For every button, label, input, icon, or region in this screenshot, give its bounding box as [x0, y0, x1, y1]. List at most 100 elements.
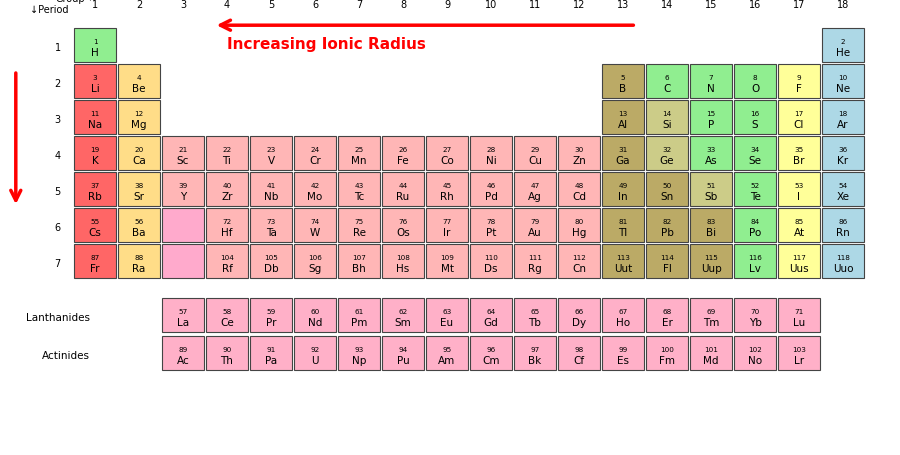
- Bar: [206, 336, 248, 370]
- Text: Ge: Ge: [660, 156, 674, 166]
- Text: 107: 107: [352, 254, 366, 260]
- Bar: [514, 244, 556, 278]
- Text: 57: 57: [178, 308, 187, 314]
- Bar: [778, 298, 820, 332]
- Text: 16: 16: [749, 0, 761, 10]
- Bar: [470, 336, 512, 370]
- Text: 18: 18: [839, 110, 848, 116]
- Text: Si: Si: [662, 120, 671, 130]
- Text: 10: 10: [485, 0, 497, 10]
- Text: 69: 69: [706, 308, 716, 314]
- Bar: [690, 172, 732, 207]
- Text: Nd: Nd: [308, 317, 322, 327]
- Text: 43: 43: [355, 182, 364, 188]
- Text: Xe: Xe: [836, 192, 850, 202]
- Bar: [822, 208, 864, 243]
- Text: Se: Se: [749, 156, 761, 166]
- Text: Yb: Yb: [749, 317, 761, 327]
- Text: Fl: Fl: [662, 263, 671, 273]
- Text: 73: 73: [266, 218, 275, 224]
- Text: Bi: Bi: [706, 228, 716, 237]
- Text: 60: 60: [310, 308, 320, 314]
- Text: 3: 3: [55, 115, 60, 125]
- Text: Mn: Mn: [351, 156, 367, 166]
- Text: 86: 86: [839, 218, 848, 224]
- Text: Rf: Rf: [221, 263, 232, 273]
- Text: Tm: Tm: [703, 317, 719, 327]
- Text: 20: 20: [134, 146, 144, 152]
- Text: 40: 40: [222, 182, 231, 188]
- Text: 34: 34: [751, 146, 760, 152]
- Bar: [118, 244, 160, 278]
- Bar: [734, 172, 776, 207]
- Bar: [470, 172, 512, 207]
- Text: Ca: Ca: [132, 156, 146, 166]
- Text: 3: 3: [180, 0, 186, 10]
- Bar: [426, 208, 468, 243]
- Text: Hs: Hs: [396, 263, 410, 273]
- Text: 109: 109: [440, 254, 454, 260]
- Text: 116: 116: [748, 254, 762, 260]
- Text: Fm: Fm: [659, 355, 675, 365]
- Text: Increasing Ionic Radius: Increasing Ionic Radius: [227, 36, 426, 51]
- Text: 39: 39: [178, 182, 187, 188]
- Bar: [646, 336, 688, 370]
- Text: 93: 93: [355, 346, 364, 352]
- Bar: [74, 244, 116, 278]
- Text: Ba: Ba: [132, 228, 146, 237]
- Text: 2: 2: [55, 79, 60, 89]
- Text: 58: 58: [222, 308, 231, 314]
- Bar: [294, 298, 336, 332]
- Text: 41: 41: [266, 182, 275, 188]
- Text: Group→: Group→: [55, 0, 93, 4]
- Text: 11: 11: [529, 0, 541, 10]
- Text: 46: 46: [486, 182, 496, 188]
- Text: 17: 17: [793, 0, 806, 10]
- Text: 115: 115: [704, 254, 718, 260]
- Bar: [734, 101, 776, 135]
- Bar: [74, 172, 116, 207]
- Text: 100: 100: [660, 346, 674, 352]
- Text: Rb: Rb: [88, 192, 102, 202]
- Bar: [602, 136, 644, 171]
- Bar: [690, 101, 732, 135]
- Text: Cl: Cl: [794, 120, 805, 130]
- Bar: [778, 208, 820, 243]
- Text: Ti: Ti: [222, 156, 231, 166]
- Bar: [690, 136, 732, 171]
- Text: 5: 5: [621, 75, 626, 81]
- Bar: [514, 298, 556, 332]
- Text: Te: Te: [750, 192, 760, 202]
- Bar: [558, 244, 600, 278]
- Bar: [734, 336, 776, 370]
- Bar: [74, 101, 116, 135]
- Text: 65: 65: [530, 308, 540, 314]
- Text: 3: 3: [93, 75, 97, 81]
- Bar: [822, 29, 864, 63]
- Text: 64: 64: [486, 308, 496, 314]
- Bar: [602, 298, 644, 332]
- Text: At: At: [794, 228, 805, 237]
- Text: 84: 84: [751, 218, 760, 224]
- Text: 7: 7: [55, 258, 60, 268]
- Text: 114: 114: [660, 254, 674, 260]
- Bar: [646, 172, 688, 207]
- Text: 10: 10: [839, 75, 848, 81]
- Text: 16: 16: [751, 110, 760, 116]
- Bar: [382, 244, 424, 278]
- Bar: [778, 65, 820, 99]
- Bar: [822, 136, 864, 171]
- Bar: [118, 65, 160, 99]
- Bar: [250, 208, 292, 243]
- Text: 1: 1: [55, 43, 60, 53]
- Text: Rn: Rn: [836, 228, 850, 237]
- Text: Er: Er: [662, 317, 672, 327]
- Text: Fr: Fr: [90, 263, 100, 273]
- Bar: [470, 136, 512, 171]
- Bar: [338, 244, 380, 278]
- Text: 61: 61: [355, 308, 364, 314]
- Bar: [690, 208, 732, 243]
- Text: Li: Li: [91, 84, 99, 94]
- Text: Al: Al: [618, 120, 628, 130]
- Bar: [646, 244, 688, 278]
